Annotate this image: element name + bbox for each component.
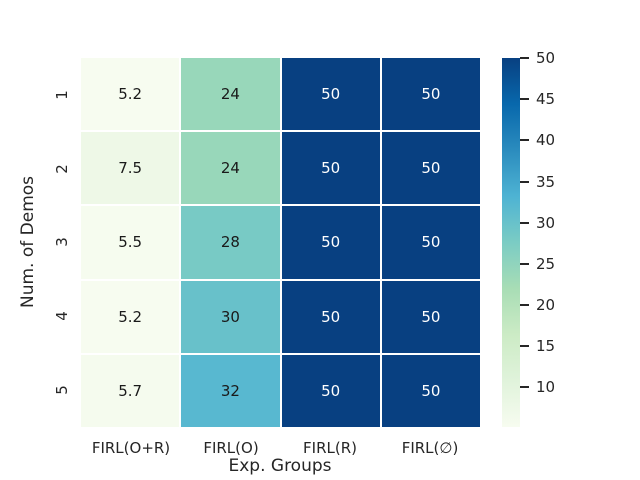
- colorbar-tick-label: 25: [536, 255, 556, 273]
- x-axis-label: Exp. Groups: [228, 456, 332, 476]
- heatmap-cell: 24: [181, 58, 280, 131]
- colorbar-tick: [520, 263, 529, 265]
- heatmap-cell: 7.5: [81, 132, 180, 205]
- colorbar-tick-label: 50: [536, 49, 556, 67]
- heatmap-cell: 5.2: [81, 58, 180, 131]
- heatmap-cell: 5.5: [81, 206, 180, 279]
- colorbar-tick: [520, 57, 529, 59]
- heatmap-cell: 32: [181, 354, 280, 427]
- colorbar-tick-label: 45: [536, 90, 556, 108]
- colorbar-tick-label: 35: [536, 173, 556, 191]
- heatmap-cell: 50: [281, 206, 380, 279]
- y-axis-label: Num. of Demos: [18, 175, 38, 309]
- colorbar-tick: [520, 345, 529, 347]
- heatmap-cell: 5.2: [81, 280, 180, 353]
- heatmap-cell: 5.7: [81, 354, 180, 427]
- y-tick-label-4: 4: [53, 311, 71, 321]
- heatmap-cell: 50: [381, 206, 480, 279]
- heatmap-cell: 50: [381, 58, 480, 131]
- y-tick-label-1: 1: [53, 90, 71, 100]
- heatmap-cell: 50: [381, 280, 480, 353]
- heatmap-cell: 24: [181, 132, 280, 205]
- heatmap-cell: 50: [281, 132, 380, 205]
- colorbar-tick: [520, 98, 529, 100]
- colorbar-tick-label: 20: [536, 296, 556, 314]
- colorbar-tick: [520, 222, 529, 224]
- x-tick-label-firl-o: FIRL(O): [203, 439, 259, 457]
- colorbar-gradient: [502, 58, 520, 427]
- colorbar-tick: [520, 139, 529, 141]
- y-tick-label-3: 3: [53, 237, 71, 247]
- heatmap-cell: 30: [181, 280, 280, 353]
- colorbar-tick: [520, 181, 529, 183]
- colorbar-tick-label: 10: [536, 378, 556, 396]
- heatmap-cell: 50: [281, 58, 380, 131]
- heatmap-cell: 50: [281, 354, 380, 427]
- heatmap-cell: 50: [381, 354, 480, 427]
- heatmap-cell: 50: [281, 280, 380, 353]
- heatmap-grid: 5.2 24 50 50 7.5 24 50 50 5.5 28 50 50 5…: [81, 58, 480, 427]
- y-tick-label-2: 2: [53, 164, 71, 174]
- colorbar-tick-label: 40: [536, 131, 556, 149]
- x-tick-label-firl-empty: FIRL(∅): [401, 439, 459, 457]
- x-tick-label-firl-o-r: FIRL(O+R): [91, 439, 171, 457]
- colorbar-tick: [520, 304, 529, 306]
- colorbar-tick: [520, 386, 529, 388]
- x-tick-label-firl-r: FIRL(R): [303, 439, 357, 457]
- heatmap-cell: 50: [381, 132, 480, 205]
- y-tick-label-5: 5: [53, 385, 71, 395]
- heatmap-cell: 28: [181, 206, 280, 279]
- colorbar-tick-label: 30: [536, 214, 556, 232]
- colorbar-tick-label: 15: [536, 337, 556, 355]
